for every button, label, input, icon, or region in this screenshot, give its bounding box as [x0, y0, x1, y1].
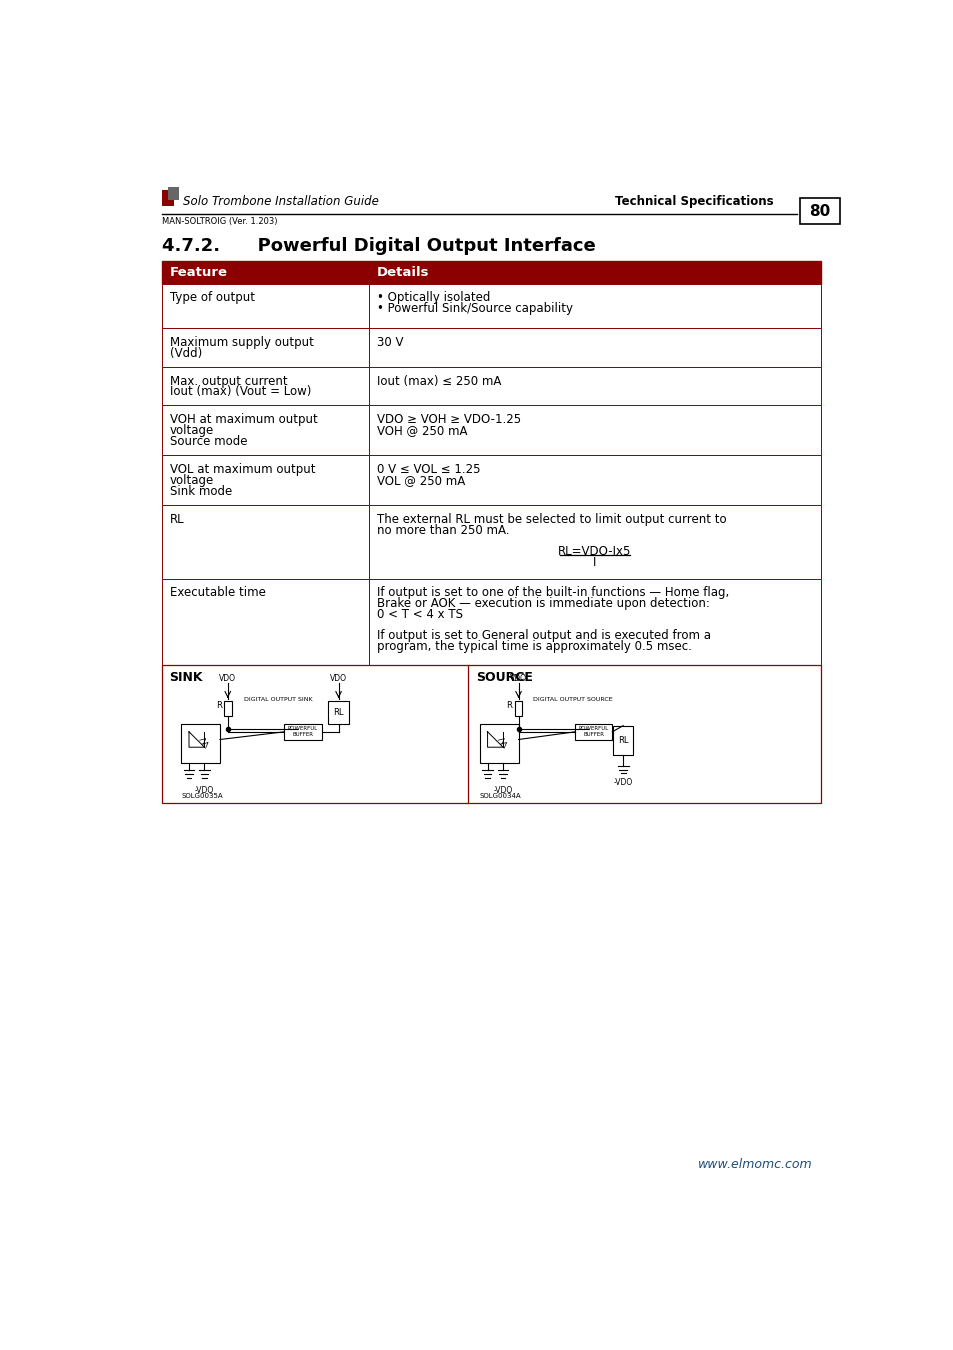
Bar	[799, 198, 840, 224]
Text: Sink mode: Sink mode	[170, 485, 232, 498]
Text: Executable time: Executable time	[170, 586, 265, 599]
Bar	[515, 701, 522, 717]
Text: If output is set to one of the built-in functions — Home flag,: If output is set to one of the built-in …	[376, 586, 729, 599]
Text: 80: 80	[808, 204, 830, 219]
Text: Technical Specifications: Technical Specifications	[615, 196, 773, 208]
Text: DIGITAL OUTPUT SOURCE: DIGITAL OUTPUT SOURCE	[533, 697, 612, 702]
Text: If output is set to General output and is executed from a: If output is set to General output and i…	[376, 629, 710, 643]
Text: VDO ≥ VOH ≥ VDO-1.25: VDO ≥ VOH ≥ VDO-1.25	[376, 413, 520, 427]
Bar	[162, 284, 820, 328]
Text: voltage: voltage	[170, 474, 213, 487]
Text: Iout (max) ≤ 250 mA: Iout (max) ≤ 250 mA	[376, 374, 501, 387]
Text: R: R	[215, 701, 221, 710]
Text: program, the typical time is approximately 0.5 msec.: program, the typical time is approximate…	[376, 640, 691, 653]
Text: 0 V ≤ VOL ≤ 1.25: 0 V ≤ VOL ≤ 1.25	[376, 463, 480, 477]
Text: Iout (max) (Vout = Low): Iout (max) (Vout = Low)	[170, 385, 311, 398]
Text: R: R	[506, 701, 512, 710]
Text: 30 V: 30 V	[376, 336, 403, 350]
Text: no more than 250 mA.: no more than 250 mA.	[376, 524, 509, 537]
Text: Brake or AOK — execution is immediate upon detection:: Brake or AOK — execution is immediate up…	[376, 597, 709, 610]
Text: Source mode: Source mode	[170, 435, 247, 448]
Text: VOH at maximum output: VOH at maximum output	[170, 413, 317, 427]
Bar	[328, 701, 348, 724]
Text: I: I	[593, 556, 596, 570]
Text: VDO: VDO	[219, 674, 236, 683]
Text: Feature: Feature	[170, 266, 228, 278]
Text: RL: RL	[618, 736, 628, 745]
Text: DIGITAL OUTPUT SINK: DIGITAL OUTPUT SINK	[244, 697, 313, 702]
Bar	[181, 724, 220, 763]
Bar	[575, 724, 612, 740]
Text: SINK: SINK	[170, 671, 203, 684]
Bar	[162, 367, 820, 405]
Text: Solo Trombone Installation Guide: Solo Trombone Installation Guide	[183, 196, 378, 208]
Bar	[224, 701, 232, 717]
Bar	[162, 405, 820, 455]
Bar	[162, 455, 820, 505]
Text: • Optically isolated: • Optically isolated	[376, 292, 490, 304]
Bar	[162, 664, 820, 803]
Text: Maximum supply output: Maximum supply output	[170, 336, 314, 350]
Text: VDO: VDO	[510, 674, 526, 683]
Bar	[162, 261, 820, 284]
Bar	[162, 190, 174, 207]
Text: RL: RL	[333, 707, 343, 717]
Bar	[284, 724, 321, 740]
Text: VDO: VDO	[330, 674, 347, 683]
Text: (Vdd): (Vdd)	[170, 347, 202, 360]
Text: -VDO: -VDO	[613, 778, 632, 787]
Text: SOURCE: SOURCE	[476, 671, 533, 684]
Text: RL: RL	[170, 513, 184, 526]
Bar	[162, 328, 820, 367]
Bar	[613, 726, 633, 755]
Text: MAN-SOLTROIG (Ver. 1.203): MAN-SOLTROIG (Ver. 1.203)	[162, 216, 277, 225]
Bar	[479, 724, 518, 763]
Text: 4.7.2.      Powerful Digital Output Interface: 4.7.2. Powerful Digital Output Interface	[162, 238, 595, 255]
Text: • Powerful Sink/Source capability: • Powerful Sink/Source capability	[376, 302, 573, 315]
Text: SOLG0035A: SOLG0035A	[181, 794, 223, 799]
Text: The external RL must be selected to limit output current to: The external RL must be selected to limi…	[376, 513, 726, 526]
Text: voltage: voltage	[170, 424, 213, 437]
Text: VOL @ 250 mA: VOL @ 250 mA	[376, 474, 465, 487]
Text: POWERFUL
BUFFER: POWERFUL BUFFER	[578, 726, 608, 737]
Text: -VDO: -VDO	[493, 786, 512, 795]
Text: 0 < T < 4 x TS: 0 < T < 4 x TS	[376, 608, 462, 621]
Text: Type of output: Type of output	[170, 292, 254, 304]
Text: Max. output current: Max. output current	[170, 374, 287, 387]
Bar	[162, 505, 820, 579]
Text: SOLG0034A: SOLG0034A	[479, 794, 521, 799]
Bar	[168, 188, 179, 200]
Text: VOL at maximum output: VOL at maximum output	[170, 463, 314, 477]
Text: RL=VDO-Ix5: RL=VDO-Ix5	[558, 545, 631, 559]
Text: www.elmomc.com: www.elmomc.com	[698, 1158, 812, 1170]
Text: VOH @ 250 mA: VOH @ 250 mA	[376, 424, 467, 437]
Text: Details: Details	[376, 266, 429, 278]
Text: POWERFUL
BUFFER: POWERFUL BUFFER	[288, 726, 317, 737]
Text: -VDO: -VDO	[194, 786, 213, 795]
Bar	[162, 579, 820, 664]
